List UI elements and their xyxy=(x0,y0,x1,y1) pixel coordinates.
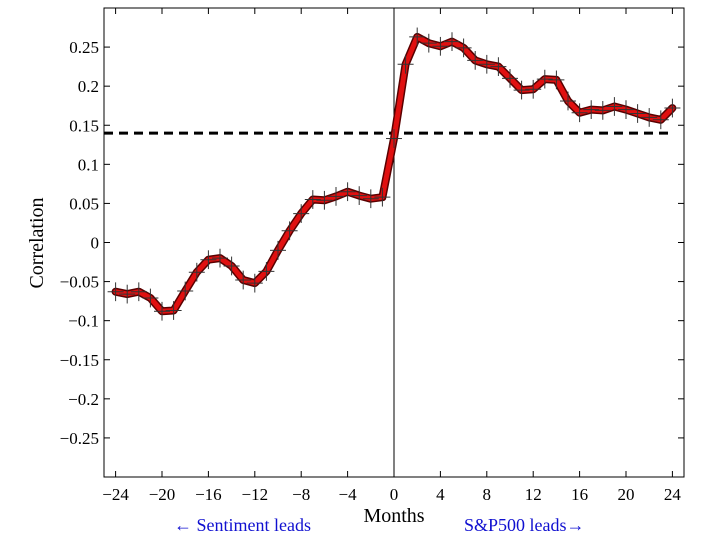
x-tick-label: −8 xyxy=(292,485,310,504)
y-tick-label: 0.15 xyxy=(69,116,99,135)
y-tick-label: −0.1 xyxy=(68,312,99,331)
sentiment-leads-annotation: ← Sentiment leads xyxy=(174,515,311,535)
y-tick-label: −0.2 xyxy=(68,390,99,409)
x-axis-title: Months xyxy=(363,505,424,527)
x-tick-label: 8 xyxy=(483,485,492,504)
y-tick-label: 0.2 xyxy=(78,77,99,96)
x-tick-label: −20 xyxy=(149,485,176,504)
x-tick-label: −16 xyxy=(195,485,222,504)
y-tick-label: 0.1 xyxy=(78,155,99,174)
sp500-leads-annotation: S&P500 leads→ xyxy=(464,515,585,535)
y-tick-label: 0.25 xyxy=(69,38,99,57)
x-tick-label: −12 xyxy=(242,485,269,504)
y-tick-label: −0.25 xyxy=(60,429,99,448)
x-tick-label: −24 xyxy=(102,485,129,504)
y-tick-label: 0 xyxy=(91,234,100,253)
x-tick-label: 0 xyxy=(390,485,399,504)
y-axis-title: Correlation xyxy=(26,197,48,288)
x-tick-label: 24 xyxy=(664,485,682,504)
y-tick-label: 0.05 xyxy=(69,194,99,213)
x-tick-label: −4 xyxy=(339,485,358,504)
y-tick-label: −0.05 xyxy=(60,273,99,292)
x-tick-label: 20 xyxy=(618,485,635,504)
x-tick-label: 12 xyxy=(525,485,542,504)
x-tick-label: 4 xyxy=(436,485,445,504)
y-tick-label: −0.15 xyxy=(60,351,99,370)
x-tick-label: 16 xyxy=(571,485,588,504)
plot-area: −24 −20 −16 −12 −8 −4 0 4 8 12 16 20 24 0.25 0.2 0.15 0.… xyxy=(60,7,685,504)
